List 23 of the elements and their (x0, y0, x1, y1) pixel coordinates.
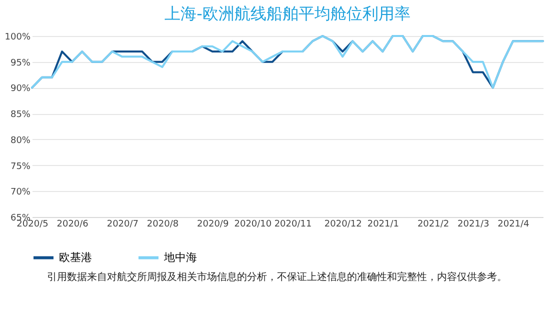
y-tick-label: 100% (4, 32, 31, 42)
x-tick-label: 2020/8 (146, 220, 179, 230)
text: 引用数据来自对航交所周报及相关市场信息的分析，不保证上述信息的准确性和完整性，内容仅供参考。 (46, 270, 508, 284)
x-tick-label: 2020/6 (56, 220, 89, 230)
x-tick-label: 2021/2 (417, 220, 450, 230)
x-tick-label: 2020/5 (16, 220, 48, 230)
x-tick-label: 2020/9 (197, 220, 229, 230)
y-tick-label: 80% (10, 136, 31, 146)
x-tick-label: 2020/10 (234, 220, 272, 230)
y-tick-label: 75% (10, 162, 31, 172)
x-tick-label: 2020/11 (274, 220, 312, 230)
x-tick-label: 2020/12 (324, 220, 362, 230)
legend-label: 欧基港 (59, 250, 92, 264)
y-tick-label: 95% (10, 58, 31, 68)
y-tick-label: 90% (10, 84, 31, 94)
y-tick-label: 85% (10, 110, 31, 120)
x-tick-label: 2021/4 (498, 220, 530, 230)
x-tick-label: 2021/1 (367, 220, 400, 230)
legend-label: 地中海 (163, 250, 197, 264)
chart-title: 上海-欧洲航线船舶平均舱位利用率 (164, 4, 410, 23)
x-tick-label: 2020/7 (106, 220, 139, 230)
y-tick-label: 70% (10, 188, 31, 198)
x-tick-label: 2021/3 (458, 220, 490, 230)
